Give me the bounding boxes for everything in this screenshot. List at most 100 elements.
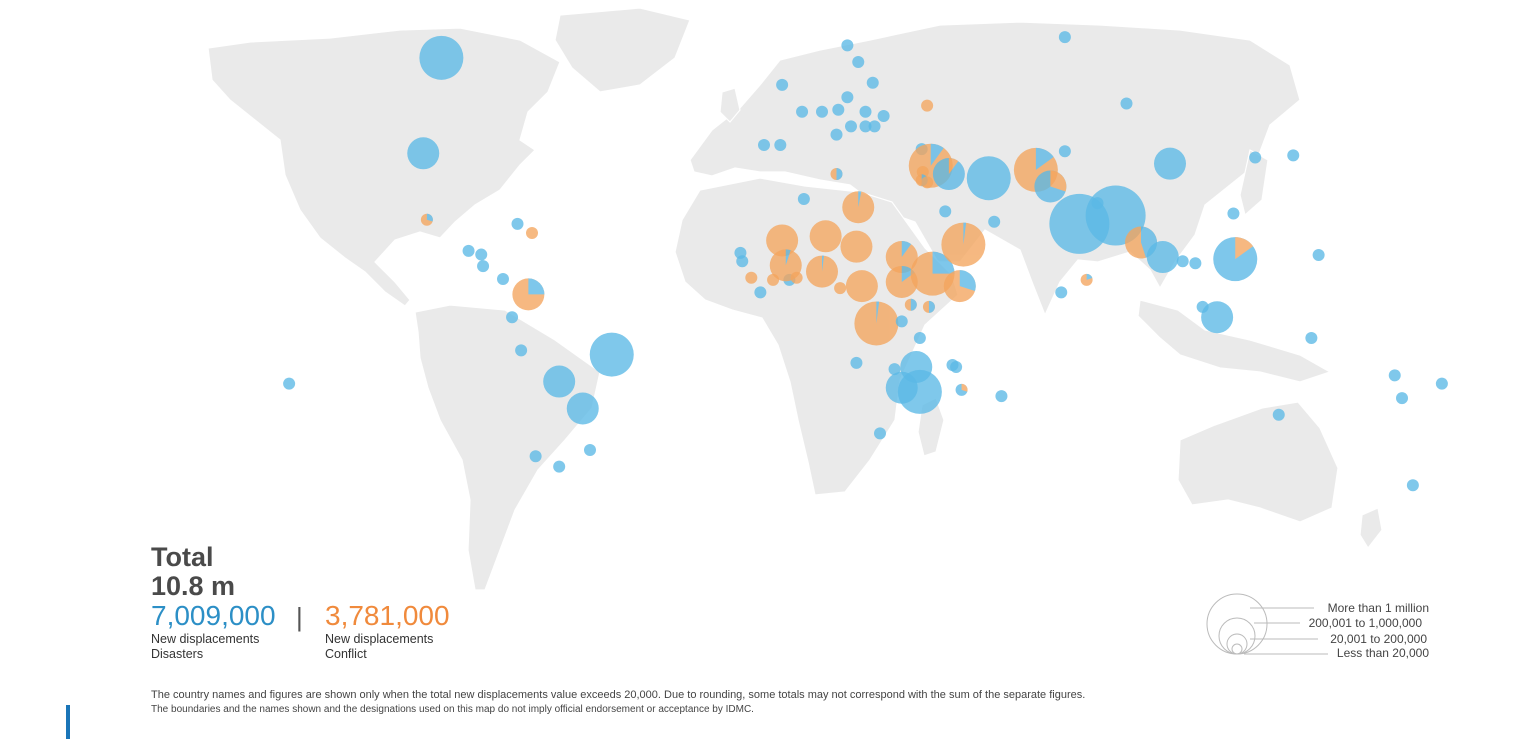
displacement-marker[interactable] — [966, 156, 1011, 201]
displacement-marker[interactable] — [816, 105, 828, 118]
displacement-marker[interactable] — [921, 176, 934, 189]
displacement-marker[interactable] — [995, 390, 1008, 403]
displacement-marker[interactable] — [515, 344, 528, 357]
displacement-marker[interactable] — [852, 56, 865, 68]
displacement-marker[interactable] — [943, 270, 976, 303]
displacement-marker[interactable] — [475, 248, 488, 261]
marker-slice — [785, 249, 791, 266]
displacement-marker[interactable] — [904, 298, 917, 311]
displacement-marker[interactable] — [1120, 97, 1133, 110]
displacement-marker[interactable] — [526, 226, 538, 239]
displacement-marker[interactable] — [1196, 300, 1209, 313]
displacement-marker[interactable] — [553, 460, 566, 473]
displacement-marker[interactable] — [913, 331, 926, 344]
displacement-marker[interactable] — [840, 230, 873, 263]
displacement-marker[interactable] — [941, 222, 986, 267]
displacement-marker[interactable] — [766, 224, 799, 257]
displacement-marker[interactable] — [283, 377, 296, 390]
displacement-marker[interactable] — [859, 105, 872, 118]
displacement-marker[interactable] — [910, 251, 955, 296]
displacement-marker[interactable] — [854, 301, 899, 346]
displacement-marker[interactable] — [842, 191, 875, 224]
displacement-marker[interactable] — [874, 427, 886, 440]
displacement-marker[interactable] — [1080, 273, 1093, 286]
displacement-marker[interactable] — [850, 356, 863, 369]
displacement-marker[interactable] — [921, 99, 934, 112]
displacement-marker[interactable] — [1435, 377, 1448, 390]
displacement-marker[interactable] — [888, 363, 901, 376]
displacement-marker[interactable] — [932, 158, 965, 191]
displacement-marker[interactable] — [809, 220, 842, 253]
displacement-marker[interactable] — [1388, 369, 1401, 382]
displacement-marker[interactable] — [419, 35, 464, 80]
displacement-marker[interactable] — [841, 91, 854, 104]
displacement-marker[interactable] — [877, 109, 890, 122]
displacement-marker[interactable] — [1249, 151, 1262, 164]
displacement-marker[interactable] — [776, 78, 789, 91]
displacement-marker[interactable] — [796, 105, 809, 118]
displacement-marker[interactable] — [830, 168, 843, 181]
marker-circle — [816, 105, 828, 118]
displacement-marker[interactable] — [1305, 331, 1318, 344]
displacement-marker[interactable] — [1154, 147, 1186, 180]
displacement-marker[interactable] — [845, 120, 857, 133]
displacement-marker[interactable] — [754, 286, 767, 299]
displacement-marker[interactable] — [868, 120, 881, 133]
displacement-marker[interactable] — [939, 205, 952, 218]
displacement-marker[interactable] — [922, 300, 935, 313]
displacement-marker[interactable] — [806, 255, 838, 288]
displacement-marker[interactable] — [497, 273, 509, 286]
displacement-marker[interactable] — [1213, 237, 1258, 282]
displacement-marker[interactable] — [1396, 392, 1408, 405]
displacement-marker[interactable] — [758, 139, 770, 151]
displacement-marker[interactable] — [589, 332, 634, 377]
displacement-marker[interactable] — [477, 260, 490, 273]
displacement-marker[interactable] — [988, 215, 1001, 228]
marker-slice — [876, 301, 880, 324]
displacement-marker[interactable] — [1201, 301, 1234, 334]
displacement-marker[interactable] — [511, 217, 524, 230]
displacement-marker[interactable] — [832, 103, 845, 116]
marker-circle — [776, 78, 789, 91]
displacement-marker[interactable] — [745, 271, 758, 284]
displacement-marker[interactable] — [1176, 255, 1189, 268]
displacement-marker[interactable] — [506, 311, 519, 324]
displacement-marker[interactable] — [866, 76, 879, 89]
displacement-marker[interactable] — [830, 128, 843, 141]
displacement-marker[interactable] — [897, 369, 942, 414]
displacement-marker[interactable] — [834, 282, 847, 295]
displacement-marker[interactable] — [1058, 31, 1071, 44]
displacement-marker[interactable] — [1058, 145, 1071, 158]
displacement-marker[interactable] — [407, 137, 440, 170]
displacement-marker[interactable] — [1055, 286, 1068, 299]
displacement-marker[interactable] — [950, 361, 963, 374]
displacement-marker[interactable] — [955, 383, 968, 396]
displacement-marker[interactable] — [1406, 479, 1419, 492]
displacement-marker[interactable] — [1227, 207, 1240, 220]
displacement-marker[interactable] — [895, 315, 908, 328]
displacement-marker[interactable] — [885, 241, 918, 274]
displacement-marker[interactable] — [859, 120, 872, 133]
displacement-marker[interactable] — [462, 244, 475, 257]
displacement-marker[interactable] — [769, 249, 802, 282]
displacement-marker[interactable] — [1287, 149, 1300, 162]
displacement-marker[interactable] — [1272, 408, 1285, 421]
displacement-marker[interactable] — [420, 213, 433, 226]
displacement-marker[interactable] — [845, 270, 878, 303]
displacement-marker[interactable] — [1189, 257, 1202, 270]
displacement-marker[interactable] — [1034, 170, 1067, 203]
displacement-marker[interactable] — [529, 450, 542, 463]
displacement-marker[interactable] — [797, 192, 810, 205]
displacement-marker[interactable] — [584, 444, 596, 457]
displacement-marker[interactable] — [1312, 248, 1325, 261]
disasters-figure: 7,009,000 New displacements Disasters — [151, 600, 276, 662]
marker-slice — [948, 158, 959, 175]
displacement-marker[interactable] — [566, 392, 599, 425]
displacement-marker[interactable] — [736, 255, 749, 268]
displacement-marker[interactable] — [774, 139, 787, 151]
displacement-marker[interactable] — [512, 278, 545, 311]
displacement-marker[interactable] — [841, 39, 854, 52]
displacement-marker[interactable] — [1146, 241, 1179, 274]
displacement-marker[interactable] — [543, 365, 576, 398]
displacement-marker[interactable] — [1091, 197, 1104, 210]
